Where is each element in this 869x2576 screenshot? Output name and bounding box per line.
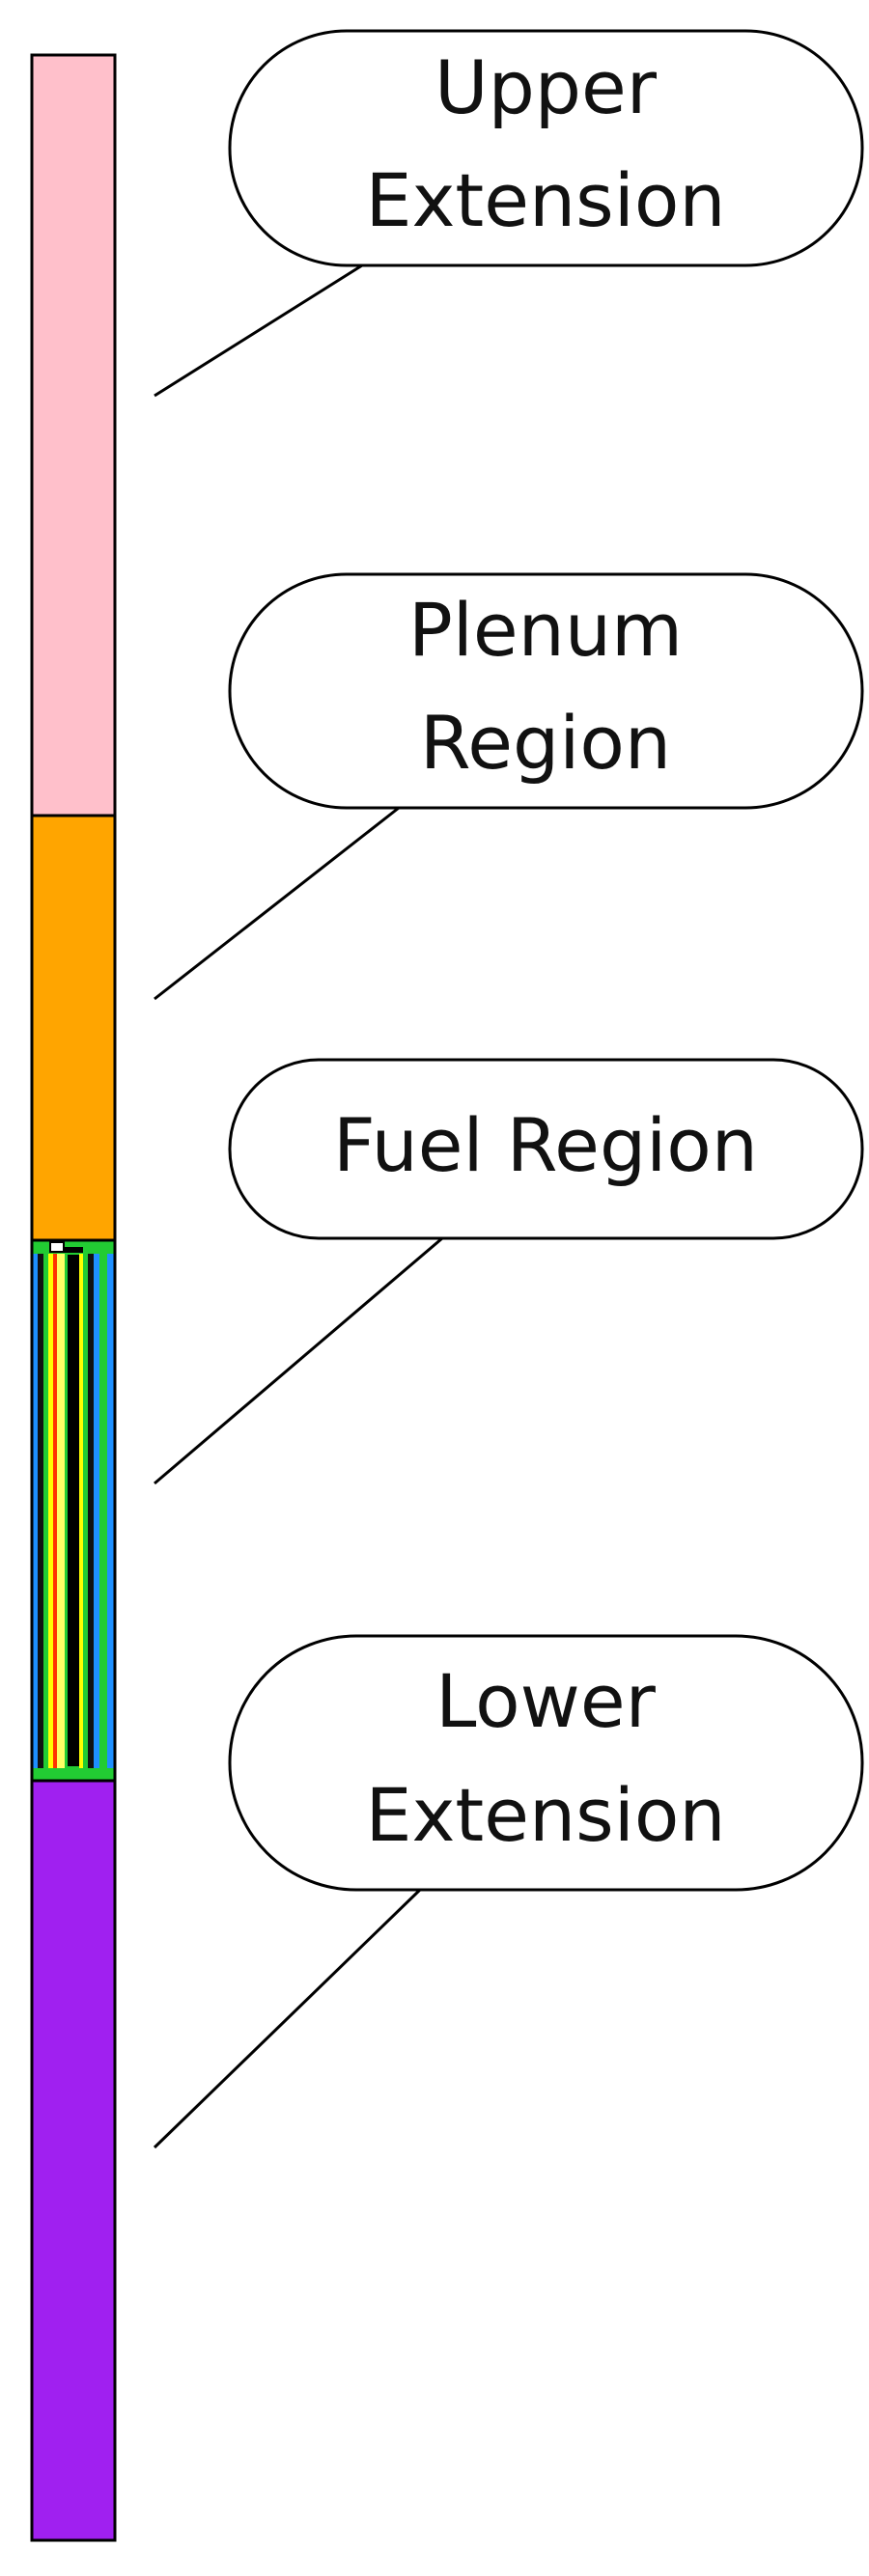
callout-label-upper-extension-line-2: Extension xyxy=(365,157,725,243)
callout-lower-extension: Lower Extension xyxy=(153,1634,864,2149)
callout-plenum-region: Plenum Region xyxy=(154,572,864,1001)
callout-bubble-upper-extension xyxy=(228,29,864,267)
callout-bubble-lower-extension xyxy=(228,1634,864,1892)
callout-upper-extension: Upper Extension xyxy=(154,29,864,398)
fuel-rod-column xyxy=(30,53,117,2542)
callout-fuel-region: Fuel Region xyxy=(154,1058,864,1485)
callout-label-lower-extension-line-1: Lower xyxy=(435,1658,656,1744)
leader-line-fuel-region xyxy=(154,1236,443,1485)
leader-line-plenum-region xyxy=(154,806,400,1001)
plenum-region-segment xyxy=(30,814,117,1242)
callout-label-plenum-region-line-2: Region xyxy=(420,700,671,786)
callout-label-fuel-region: Fuel Region xyxy=(333,1102,758,1188)
lower-extension-segment xyxy=(30,1779,117,2542)
leader-line-lower-extension xyxy=(153,1888,422,2149)
callout-bubble-plenum-region xyxy=(228,572,864,810)
callout-label-lower-extension-line-2: Extension xyxy=(365,1772,725,1858)
fuel-region-segment xyxy=(30,1238,117,1783)
upper-extension-segment xyxy=(30,53,117,817)
callout-label-plenum-region-line-1: Plenum xyxy=(408,587,683,673)
callout-bubble-fuel-region xyxy=(228,1058,864,1240)
leader-line-upper-extension xyxy=(154,263,363,398)
callout-label-upper-extension-line-1: Upper xyxy=(434,44,658,130)
